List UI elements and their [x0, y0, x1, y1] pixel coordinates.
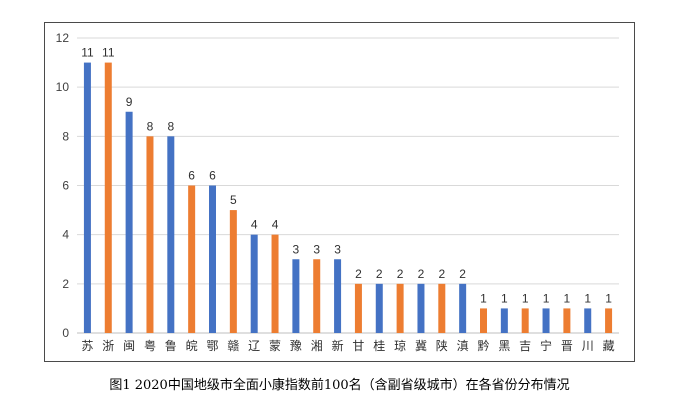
- bar: [584, 308, 592, 333]
- bar: [334, 259, 342, 333]
- data-label: 1: [564, 291, 571, 305]
- data-label: 1: [522, 291, 529, 305]
- bar: [209, 185, 216, 333]
- bar: [542, 308, 550, 333]
- x-tick-label: 川: [582, 339, 594, 353]
- x-tick-label: 蒙: [269, 339, 281, 353]
- data-label: 8: [167, 119, 174, 133]
- x-tick-label: 藏: [603, 339, 615, 353]
- bar: [229, 210, 237, 333]
- y-tick-label: 8: [62, 129, 69, 143]
- figure-caption: 图1 2020中国地级市全面小康指数前100名（含副省级城市）在各省份分布情况: [109, 378, 570, 393]
- bar-chart: 02468101211苏11浙9闽8粤8鲁6皖6鄂5赣4辽4蒙3豫3湘3新2甘2…: [56, 31, 619, 353]
- y-tick-label: 2: [62, 277, 69, 291]
- bar: [83, 62, 91, 333]
- data-label: 11: [102, 46, 115, 60]
- data-label: 1: [501, 291, 508, 305]
- x-tick-label: 琼: [394, 338, 406, 353]
- x-tick-label: 浙: [102, 339, 114, 353]
- bar: [313, 259, 321, 333]
- x-tick-label: 黔: [477, 338, 489, 353]
- data-label: 2: [459, 267, 466, 281]
- data-label: 1: [605, 291, 612, 305]
- data-label: 3: [293, 242, 300, 256]
- bar: [271, 234, 279, 333]
- bar: [459, 283, 467, 333]
- x-tick-label: 闽: [123, 339, 135, 353]
- y-tick-label: 6: [62, 179, 69, 193]
- x-tick-label: 宁: [540, 338, 552, 353]
- x-tick-label: 豫: [290, 339, 302, 353]
- bar: [438, 283, 446, 333]
- data-label: 4: [272, 218, 279, 232]
- bar: [125, 111, 133, 333]
- y-tick-label: 12: [56, 31, 70, 45]
- y-tick-label: 4: [62, 228, 69, 242]
- data-label: 8: [147, 119, 154, 133]
- data-label: 1: [543, 291, 550, 305]
- y-tick-label: 10: [56, 80, 70, 94]
- bar: [104, 62, 112, 333]
- bar: [396, 283, 404, 333]
- bar: [480, 308, 487, 333]
- data-label: 6: [209, 169, 216, 183]
- x-tick-label: 冀: [415, 339, 427, 353]
- x-tick-label: 皖: [186, 339, 198, 353]
- bar: [250, 234, 258, 333]
- data-label: 2: [438, 267, 445, 281]
- x-tick-label: 晋: [561, 339, 573, 353]
- data-label: 3: [313, 242, 320, 256]
- x-tick-label: 鄂: [206, 339, 218, 353]
- x-tick-label: 滇: [457, 339, 469, 353]
- data-label: 5: [230, 193, 237, 207]
- bar: [605, 308, 613, 333]
- bar: [292, 259, 300, 333]
- y-tick-label: 0: [62, 326, 69, 340]
- x-tick-label: 赣: [227, 339, 239, 353]
- bar: [521, 308, 529, 333]
- x-tick-label: 新: [332, 338, 344, 353]
- bar: [417, 283, 425, 333]
- data-label: 9: [126, 95, 133, 109]
- x-tick-label: 湘: [311, 338, 323, 353]
- data-label: 4: [251, 218, 258, 232]
- data-label: 1: [584, 291, 591, 305]
- bar: [146, 136, 154, 333]
- data-label: 2: [397, 267, 404, 281]
- x-tick-label: 粤: [144, 338, 156, 353]
- bar: [188, 185, 196, 333]
- bar: [563, 308, 571, 333]
- data-label: 11: [81, 46, 94, 60]
- bar: [167, 136, 175, 333]
- data-label: 1: [480, 291, 487, 305]
- x-tick-label: 鲁: [165, 339, 177, 353]
- x-tick-label: 桂: [373, 338, 385, 353]
- x-tick-label: 陕: [436, 338, 448, 353]
- data-label: 2: [355, 267, 362, 281]
- x-tick-label: 苏: [81, 339, 93, 353]
- bar: [500, 308, 508, 333]
- bar: [375, 283, 383, 333]
- x-tick-label: 甘: [352, 339, 364, 353]
- data-label: 2: [376, 267, 383, 281]
- bar: [354, 283, 362, 333]
- x-tick-label: 黑: [498, 339, 510, 353]
- data-label: 6: [188, 169, 195, 183]
- x-tick-label: 吉: [519, 339, 531, 353]
- x-tick-label: 辽: [248, 339, 260, 353]
- data-label: 2: [418, 267, 425, 281]
- chart-frame: 0 2 4 6 8 10 12 11 苏 11 浙 9 闽 8 粤 8 鲁 6 皖 6 鄂 5 赣 4 辽 4 蒙 3 豫 3 湘 3 新 2 甘 2…: [44, 22, 635, 362]
- data-label: 3: [334, 242, 341, 256]
